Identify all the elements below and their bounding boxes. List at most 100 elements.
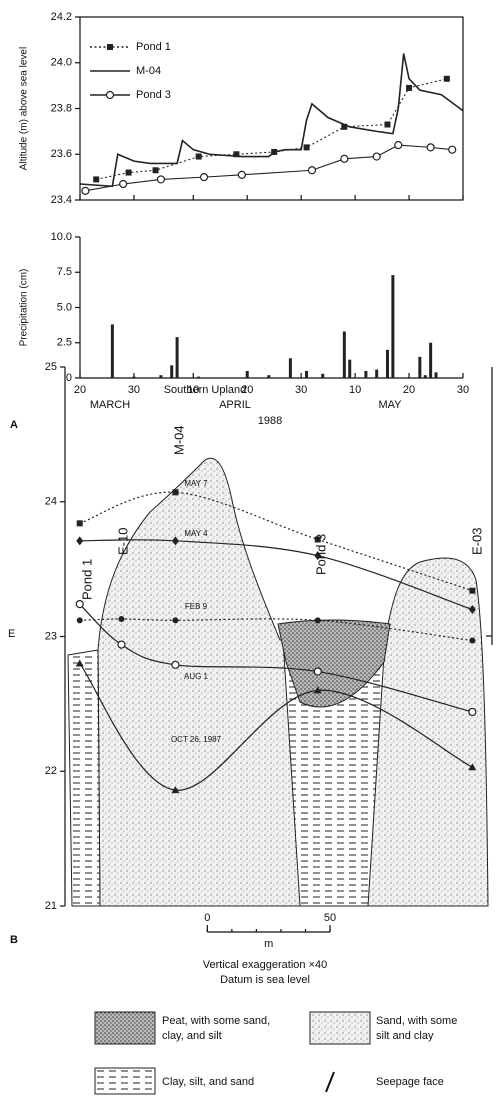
x-tick-label: 30 [128, 384, 140, 396]
marker [448, 145, 457, 154]
y-tick-label: 24.0 [51, 57, 72, 69]
y-tick-label: 23.8 [51, 102, 72, 114]
marker [195, 153, 202, 160]
legend-label: M-04 [136, 65, 161, 77]
bar [321, 373, 325, 378]
legend-text: silt and clay [376, 1030, 434, 1042]
legend-text: Seepage face [376, 1076, 444, 1088]
legend-text: clay, and silt [162, 1030, 222, 1042]
x-group-label: MARCH [90, 399, 130, 411]
marker [156, 175, 166, 184]
marker [443, 75, 450, 82]
marker [117, 640, 126, 649]
marker [75, 600, 84, 609]
marker [105, 90, 115, 100]
legend-text: Peat, with some sand, [162, 1015, 270, 1027]
y-tick-label: 23.4 [51, 194, 72, 206]
panel-label: A [10, 419, 18, 431]
marker [93, 176, 100, 183]
marker [314, 551, 322, 561]
profile-line [79, 539, 473, 611]
geology [67, 367, 493, 1095]
marker [469, 637, 476, 644]
marker [125, 169, 132, 176]
bar [175, 337, 179, 378]
x-tick-label: 20 [403, 384, 415, 396]
marker [81, 186, 90, 195]
marker [468, 605, 476, 615]
marker [468, 763, 477, 771]
legend-swatch [94, 1011, 156, 1045]
x-group-label: APRIL [219, 399, 251, 411]
series-label: MAY 4 [184, 529, 208, 538]
y-tick-label: 22 [45, 765, 57, 777]
profile-line [79, 491, 473, 592]
x-tick-label: 20 [74, 384, 86, 396]
well-label: E-10 [115, 528, 130, 555]
marker [303, 144, 310, 151]
bar [245, 370, 249, 378]
seepage-symbol [325, 1071, 335, 1093]
y-axis-title: E [8, 628, 15, 640]
marker [307, 166, 317, 175]
marker [152, 167, 159, 174]
bar [110, 324, 114, 378]
marker [171, 536, 179, 546]
marker [237, 170, 246, 179]
legend-label: Pond 3 [136, 89, 171, 101]
profile-line [79, 618, 473, 642]
clay-column [67, 649, 101, 907]
legend-swatch [309, 1011, 371, 1045]
marker [406, 84, 413, 91]
y-tick-label: 10.0 [51, 231, 72, 243]
bar [348, 359, 352, 378]
note: Datum is sea level [220, 974, 310, 986]
y-tick-label: 23 [45, 630, 57, 642]
x-tick-label: 10 [349, 384, 361, 396]
marker [107, 44, 113, 50]
bar [429, 342, 433, 378]
marker [76, 520, 83, 527]
y-tick-label: 7.5 [57, 266, 72, 278]
well-label: Pond 3 [313, 534, 328, 575]
line-series [79, 53, 464, 188]
bar [418, 356, 422, 378]
panel-label: B [10, 934, 18, 946]
bar [364, 370, 368, 378]
legend-text: Clay, silt, and sand [162, 1076, 254, 1088]
y-tick-label: 25 [45, 361, 57, 373]
y-tick-label: 24 [45, 496, 57, 508]
marker [75, 659, 84, 667]
marker [372, 152, 381, 161]
y-axis-title: Precipitation (cm) [19, 269, 30, 347]
marker [341, 123, 348, 130]
profile-line [79, 603, 473, 713]
bar [159, 375, 163, 378]
y-tick-label: 0 [66, 372, 72, 384]
y-tick-label: 21 [45, 900, 57, 912]
legend-label: Pond 1 [136, 41, 171, 53]
annotation: Southern Upland [164, 384, 247, 396]
scale-label: 50 [324, 912, 336, 924]
series-label: OCT 26, 1987 [171, 735, 222, 744]
bar [132, 376, 136, 378]
marker [394, 141, 403, 150]
bar [385, 349, 389, 378]
y-axis-title: Altitude (m) above sea level [19, 47, 30, 170]
legend-text: Sand, with some [376, 1015, 457, 1027]
bar [423, 375, 427, 378]
bar [305, 370, 309, 378]
profile-line [79, 663, 473, 791]
x-axis-title: 1988 [258, 415, 282, 427]
y-tick-label: 24.2 [51, 11, 72, 23]
well-label: M-04 [171, 425, 186, 455]
marker [233, 151, 240, 158]
x-group-label: MAY [378, 399, 402, 411]
marker [171, 786, 180, 794]
x-tick-label: 10 [187, 384, 199, 396]
marker [119, 179, 128, 189]
marker [76, 536, 84, 546]
series-label: AUG 1 [184, 672, 209, 681]
marker [118, 615, 125, 622]
